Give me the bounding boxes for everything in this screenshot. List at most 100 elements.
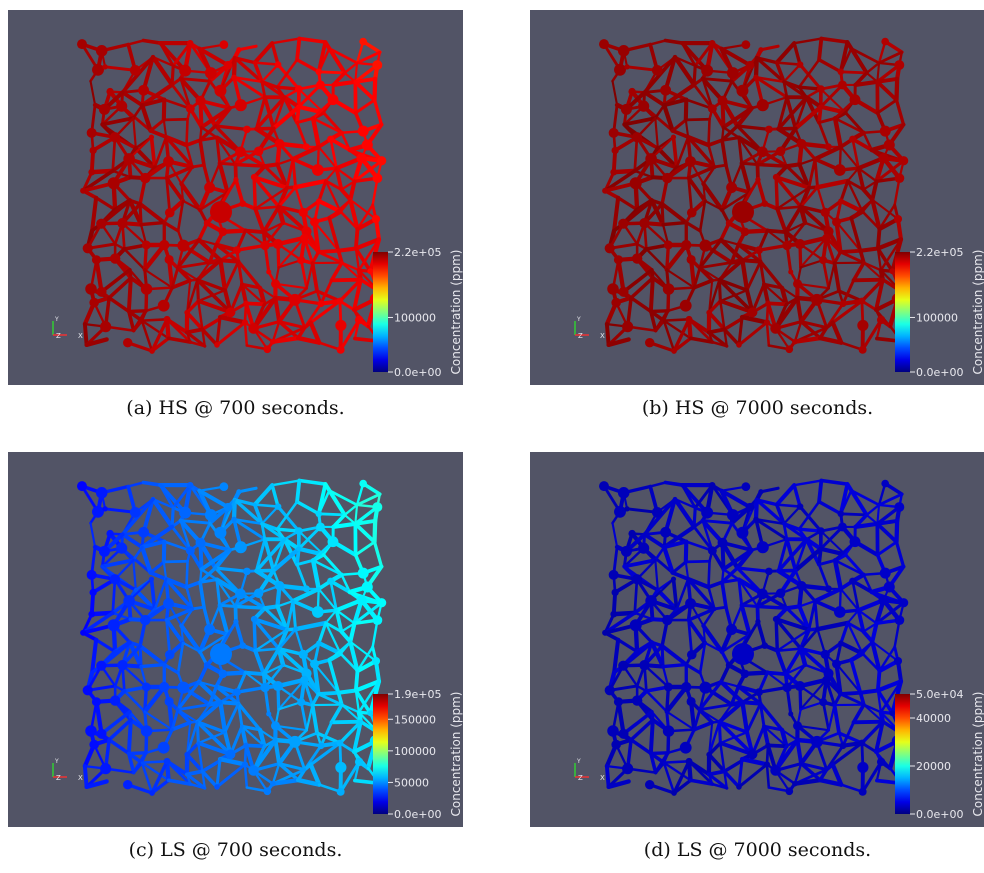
throat: [874, 277, 885, 312]
throat: [132, 545, 144, 562]
pore: [270, 780, 276, 787]
pore: [796, 138, 807, 149]
throat: [297, 478, 328, 486]
throat: [84, 337, 109, 348]
pore: [214, 526, 227, 539]
throat: [622, 116, 658, 127]
throat: [621, 198, 654, 226]
pore: [302, 143, 310, 151]
pore: [814, 626, 821, 632]
throat: [185, 310, 205, 332]
pore: [311, 164, 324, 176]
throat: [877, 50, 904, 65]
throat: [834, 661, 843, 697]
pore: [253, 588, 264, 598]
pore: [164, 207, 175, 218]
throat: [831, 741, 864, 767]
throat: [132, 559, 137, 592]
throat: [111, 135, 117, 173]
throat: [372, 98, 384, 127]
pore: [289, 735, 301, 748]
pore: [629, 177, 642, 190]
throat: [165, 618, 172, 657]
pore: [732, 643, 754, 665]
pore: [210, 201, 232, 223]
pore: [203, 220, 211, 227]
throat: [218, 700, 228, 735]
pore: [138, 84, 150, 96]
throat: [295, 36, 302, 62]
throat: [153, 135, 168, 169]
throat: [297, 36, 328, 44]
throat: [684, 117, 711, 122]
pore: [317, 300, 325, 308]
throat: [780, 286, 799, 300]
throat: [302, 236, 314, 265]
throat: [244, 743, 267, 749]
throat: [765, 670, 788, 676]
pore: [96, 286, 107, 297]
throat: [876, 503, 881, 525]
pore: [185, 546, 195, 556]
throat: [606, 337, 631, 348]
throat: [663, 480, 685, 487]
throat: [149, 560, 166, 575]
throat: [336, 246, 358, 253]
throat: [698, 703, 733, 711]
throat: [862, 261, 884, 281]
throat: [621, 268, 654, 294]
throat: [794, 96, 808, 130]
throat: [817, 563, 830, 591]
pore: [772, 615, 780, 623]
pore: [610, 610, 618, 618]
throat: [260, 522, 287, 541]
throat: [254, 537, 267, 573]
throat: [642, 90, 667, 108]
throat: [254, 186, 289, 210]
throat: [273, 737, 282, 766]
pore: [753, 74, 759, 81]
throat: [719, 289, 749, 303]
throat: [834, 219, 843, 255]
throat: [176, 680, 201, 712]
throat: [235, 685, 267, 694]
throat: [661, 220, 688, 227]
pore: [300, 233, 309, 242]
throat: [166, 336, 193, 344]
throat: [720, 566, 740, 584]
throat: [260, 80, 287, 99]
throat: [692, 720, 715, 732]
caption: (b) HS @ 7000 seconds.: [641, 397, 874, 419]
throat: [263, 663, 285, 689]
throat: [243, 228, 266, 234]
throat: [317, 587, 338, 612]
pore: [163, 598, 174, 609]
throat: [633, 135, 639, 173]
pore: [204, 182, 216, 193]
throat: [180, 165, 194, 185]
throat: [107, 738, 131, 756]
throat: [693, 41, 714, 68]
throat: [737, 757, 744, 789]
throat: [213, 124, 249, 131]
throat: [757, 685, 789, 694]
pore: [736, 84, 749, 97]
throat: [353, 237, 382, 251]
throat: [348, 621, 357, 644]
pore: [893, 656, 903, 666]
throat: [775, 647, 803, 652]
throat: [316, 248, 341, 254]
throat: [164, 165, 195, 180]
throat: [185, 117, 189, 147]
throat: [654, 559, 659, 592]
pore: [686, 207, 697, 218]
throat: [740, 700, 750, 735]
pore: [740, 227, 750, 237]
throat: [837, 289, 864, 303]
throat: [253, 205, 281, 210]
throat: [171, 41, 192, 68]
throat: [671, 560, 688, 575]
throat: [99, 710, 132, 736]
pore: [685, 156, 696, 167]
pore: [179, 506, 192, 519]
